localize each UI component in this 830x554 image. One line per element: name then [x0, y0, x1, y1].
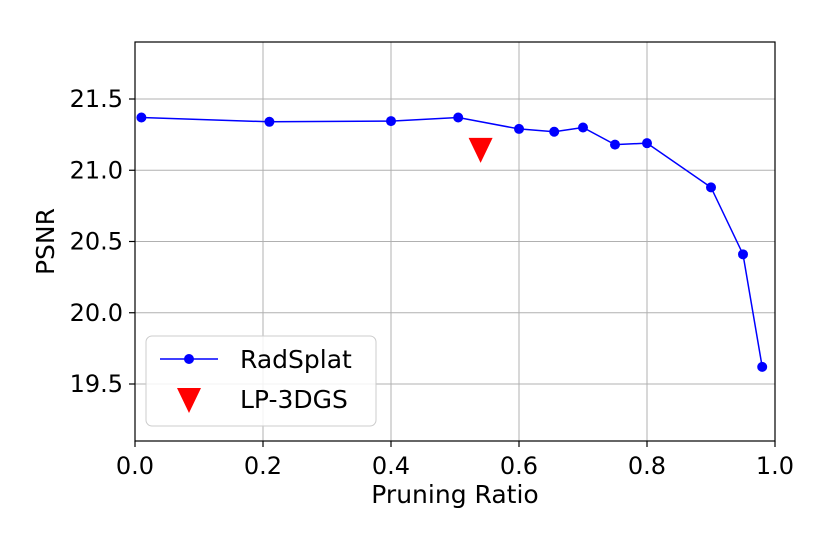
- x-tick-label: 0.2: [244, 452, 282, 480]
- data-point: [136, 112, 147, 123]
- data-point: [610, 139, 620, 150]
- y-tick-label: 21.5: [70, 85, 123, 113]
- data-point: [386, 116, 396, 127]
- series-line-0: [141, 116, 763, 368]
- x-axis-title: Pruning Ratio: [371, 480, 538, 509]
- series-layer: [136, 112, 768, 372]
- legend-marker: [177, 388, 201, 413]
- axis-ticks: 0.0 0.2 0.4 0.6 0.8 1.0 19.5 20.0 20.5 21.0 21.5: [70, 85, 795, 480]
- legend-label: LP-3DGS: [240, 385, 348, 414]
- x-tick-label: 0.0: [116, 452, 154, 480]
- data-point: [642, 138, 652, 149]
- y-axis-title: PSNR: [31, 208, 60, 275]
- legend-marker: [184, 354, 194, 364]
- data-point: [453, 112, 464, 123]
- data-point: [578, 122, 588, 133]
- data-point: [738, 249, 748, 260]
- data-point: [757, 361, 768, 372]
- data-point: [514, 123, 524, 134]
- x-tick-label: 0.8: [628, 452, 666, 480]
- legend-label: RadSplat: [240, 345, 352, 374]
- data-point: [706, 182, 716, 193]
- y-tick-label: 21.0: [70, 156, 123, 184]
- x-tick-label: 0.6: [500, 452, 538, 480]
- x-tick-label: 1.0: [756, 452, 794, 480]
- triangle-marker: [468, 137, 493, 163]
- y-tick-label: 19.5: [70, 370, 123, 398]
- data-point: [264, 116, 275, 127]
- data-point: [549, 126, 560, 137]
- x-tick-label: 0.4: [372, 452, 410, 480]
- y-tick-label: 20.0: [70, 299, 123, 327]
- legend: RadSplat LP-3DGS: [145, 335, 377, 427]
- y-tick-label: 20.5: [70, 228, 123, 256]
